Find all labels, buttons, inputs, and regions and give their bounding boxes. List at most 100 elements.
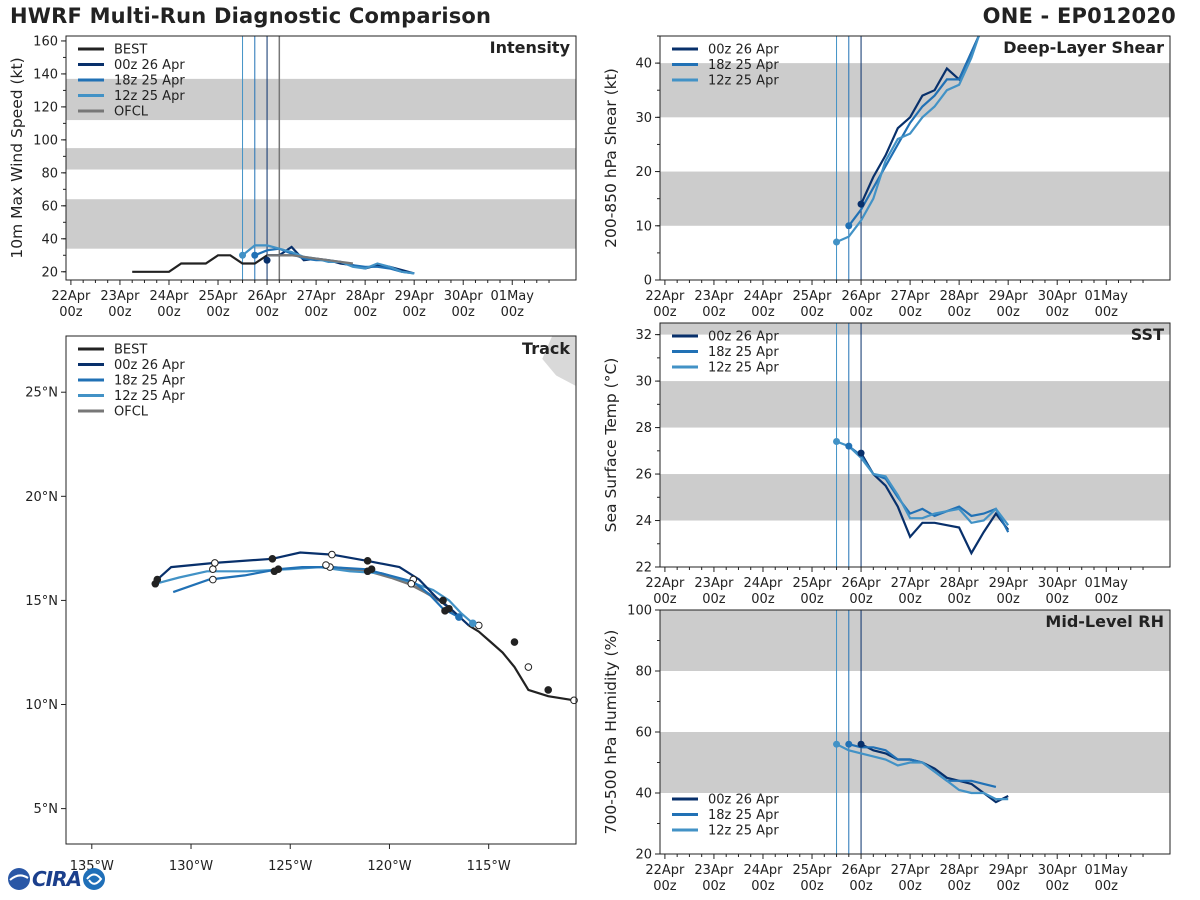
shear-ytick-label: 20 xyxy=(635,165,652,180)
track-legend-label: 12z 25 Apr xyxy=(114,389,185,404)
shear-xtick-date: 30Apr xyxy=(1038,289,1078,304)
intensity-xtick-date: 27Apr xyxy=(297,289,337,304)
shear-xtick-hour: 00z xyxy=(751,305,775,320)
rh-ytick-label: 20 xyxy=(635,848,652,863)
rh-xtick-date: 29Apr xyxy=(989,863,1029,878)
rh-xtick-hour: 00z xyxy=(1046,879,1070,894)
rh-legend-label: 18z 25 Apr xyxy=(708,808,779,823)
track-dot-best xyxy=(209,565,217,573)
track-dot-best xyxy=(439,596,447,605)
intensity-xtick-date: 01May xyxy=(491,289,535,304)
intensity-xtick-hour: 00z xyxy=(402,305,426,320)
shear-xtick-hour: 00z xyxy=(898,305,922,320)
track-dot-run12 xyxy=(469,619,477,628)
intensity-point-run00 xyxy=(263,256,271,264)
shear-xtick-hour: 00z xyxy=(653,305,677,320)
track-ytick-label: 25°N xyxy=(25,386,58,401)
intensity-point-run18 xyxy=(251,251,259,259)
sst-ylabel: Sea Surface Temp (°C) xyxy=(602,358,620,533)
intensity-ytick-label: 160 xyxy=(33,34,58,49)
intensity-xtick-hour: 00z xyxy=(157,305,181,320)
rh-point-run18 xyxy=(845,740,853,748)
sst-ytick-label: 26 xyxy=(635,468,652,483)
intensity-series-run12 xyxy=(241,244,415,275)
intensity-point-run12 xyxy=(239,251,247,259)
intensity-band xyxy=(66,148,576,170)
sst-xtick-date: 22Apr xyxy=(645,576,685,591)
sst-xtick-date: 24Apr xyxy=(743,576,783,591)
track-series-run18 xyxy=(172,565,460,619)
sst-ytick-label: 22 xyxy=(635,561,652,576)
sst-title: SST xyxy=(1131,325,1164,344)
rh-xtick-hour: 00z xyxy=(898,879,922,894)
rh-xtick-hour: 00z xyxy=(849,879,873,894)
land-mass xyxy=(542,336,576,386)
track-dot-best xyxy=(209,575,217,584)
rh-xtick-date: 23Apr xyxy=(694,863,734,878)
sst-chart: 22242628303222Apr00z23Apr00z24Apr00z25Ap… xyxy=(602,322,1171,607)
rh-xtick-date: 25Apr xyxy=(792,863,832,878)
shear-legend-label: 00z 26 Apr xyxy=(708,43,779,58)
track-xtick-label: 125°W xyxy=(268,859,312,874)
sst-xtick-hour: 00z xyxy=(947,592,971,607)
sst-ytick-label: 24 xyxy=(635,514,652,529)
track-dot-run18 xyxy=(455,613,463,621)
sst-xtick-hour: 00z xyxy=(702,592,726,607)
intensity-series-best xyxy=(132,254,292,273)
track-ytick-label: 5°N xyxy=(34,802,59,817)
shear-point-run00 xyxy=(857,200,865,208)
intensity-legend-label: BEST xyxy=(114,43,147,58)
sst-xtick-hour: 00z xyxy=(1046,592,1070,607)
track-xtick-label: 130°W xyxy=(169,859,213,874)
sst-band xyxy=(660,381,1170,428)
shear-ytick-label: 10 xyxy=(635,219,652,234)
intensity-xtick-hour: 00z xyxy=(304,305,328,320)
shear-ylabel: 200-850 hPa Shear (kt) xyxy=(602,68,620,248)
rh-ytick-label: 40 xyxy=(635,787,652,802)
rh-legend-label: 12z 25 Apr xyxy=(708,824,779,839)
intensity-band xyxy=(66,199,576,249)
cira-swirl-icon xyxy=(83,868,105,890)
intensity-xtick-date: 28Apr xyxy=(346,289,386,304)
sst-xtick-hour: 00z xyxy=(1095,592,1119,607)
sst-point-run12 xyxy=(833,438,841,446)
intensity-title: Intensity xyxy=(490,38,571,57)
sst-xtick-date: 29Apr xyxy=(989,576,1029,591)
intensity-xtick-date: 25Apr xyxy=(198,289,238,304)
sst-xtick-date: 27Apr xyxy=(891,576,931,591)
track-chart: 135°W 130°W 125°W 120°W 115°W 5°N 10°N 15°N 20°N… xyxy=(25,335,578,874)
shear-xtick-hour: 00z xyxy=(1095,305,1119,320)
intensity-ytick-label: 80 xyxy=(41,166,58,181)
sst-xtick-hour: 00z xyxy=(653,592,677,607)
intensity-xtick-date: 30Apr xyxy=(444,289,484,304)
rh-xtick-hour: 00z xyxy=(1095,879,1119,894)
sst-legend-label: 00z 26 Apr xyxy=(708,330,779,345)
track-xtick-label: 120°W xyxy=(367,859,411,874)
storm-id: ONE - EP012020 xyxy=(982,4,1176,28)
shear-title: Deep-Layer Shear xyxy=(1003,38,1164,57)
rh-xtick-date: 22Apr xyxy=(645,863,685,878)
shear-frame xyxy=(659,35,1171,281)
sst-xtick-date: 26Apr xyxy=(842,576,882,591)
sst-frame xyxy=(659,322,1171,568)
shear-point-run12 xyxy=(833,238,841,246)
rh-series-run12 xyxy=(836,743,1009,801)
track-dot-best xyxy=(407,579,416,588)
intensity-legend-label: OFCL xyxy=(114,105,149,120)
rh-xtick-date: 27Apr xyxy=(891,863,931,878)
shear-xtick-hour: 00z xyxy=(800,305,824,320)
sst-ytick-label: 30 xyxy=(635,375,652,390)
sst-xtick-date: 25Apr xyxy=(792,576,832,591)
intensity-legend-label: 12z 25 Apr xyxy=(114,89,185,104)
sst-band xyxy=(660,474,1170,521)
sst-ytick-label: 28 xyxy=(635,421,652,436)
intensity-ytick-label: 120 xyxy=(33,100,58,115)
rh-legend-label: 00z 26 Apr xyxy=(708,793,779,808)
intensity-ytick-label: 40 xyxy=(41,232,58,247)
track-legend-label: OFCL xyxy=(114,405,149,420)
intensity-ytick-label: 100 xyxy=(33,133,58,148)
intensity-xtick-hour: 00z xyxy=(255,305,279,320)
shear-xtick-date: 23Apr xyxy=(694,289,734,304)
sst-band xyxy=(660,323,1170,335)
intensity-ytick-label: 60 xyxy=(41,199,58,214)
